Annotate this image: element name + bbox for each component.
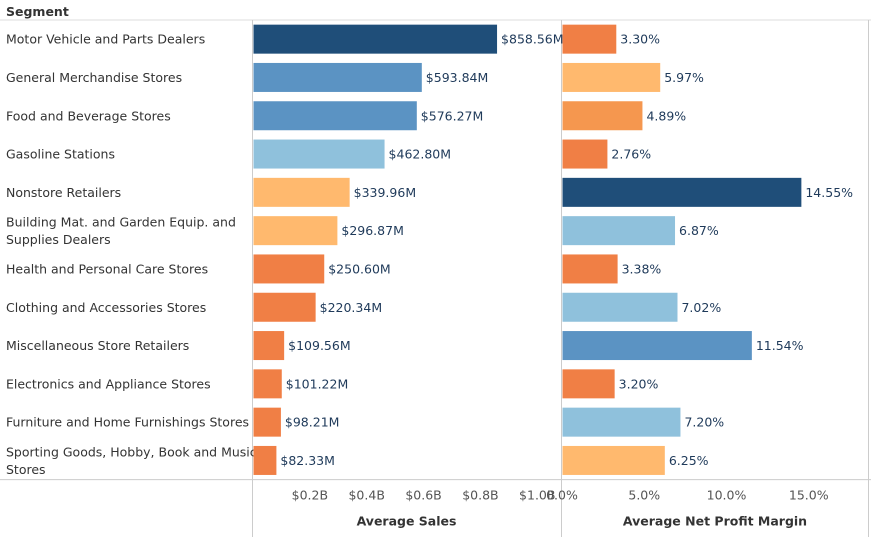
margin-value-label: 11.54% bbox=[756, 338, 804, 353]
sales-bar bbox=[253, 254, 325, 284]
margin-bar bbox=[562, 101, 643, 131]
segment-header: Segment bbox=[6, 4, 69, 19]
sales-value-label: $576.27M bbox=[421, 108, 483, 123]
sales-bar bbox=[253, 101, 417, 131]
margin-bar bbox=[562, 139, 608, 169]
segment-label: Building Mat. and Garden Equip. and Suppl… bbox=[6, 215, 236, 248]
tick-label: $0.4B bbox=[348, 488, 384, 503]
margin-bar bbox=[562, 254, 618, 284]
segment-label: Clothing and Accessories Stores bbox=[6, 300, 206, 315]
sales-value-label: $101.22M bbox=[286, 376, 348, 391]
sales-bar bbox=[253, 445, 277, 475]
sales-value-label: $593.84M bbox=[426, 70, 488, 85]
sales-bar bbox=[253, 177, 350, 207]
segment-label: Gasoline Stations bbox=[6, 147, 115, 162]
sales-value-label: $98.21M bbox=[285, 415, 340, 430]
segment-label: Health and Personal Care Stores bbox=[6, 261, 208, 276]
tick-label: 0.0% bbox=[546, 488, 578, 503]
margin-bar bbox=[562, 331, 752, 361]
sales-bar bbox=[253, 407, 281, 437]
segment-label: Nonstore Retailers bbox=[6, 185, 121, 200]
margin-bar bbox=[562, 24, 617, 54]
sales-bar bbox=[253, 216, 338, 246]
axis-title: Average Sales bbox=[357, 514, 457, 529]
margin-value-label: 3.20% bbox=[619, 376, 659, 391]
margin-bar bbox=[562, 62, 661, 92]
margin-value-label: 14.55% bbox=[805, 185, 853, 200]
margin-bar bbox=[562, 216, 676, 246]
sales-bar bbox=[253, 369, 282, 399]
sales-bar bbox=[253, 62, 422, 92]
margin-panel: 3.30% 5.97% 4.89% 2.76% 14.55% 6.87% 3.38% 7.02… bbox=[562, 24, 853, 475]
margin-bar bbox=[562, 292, 678, 322]
tick-label: 10.0% bbox=[707, 488, 747, 503]
sales-value-label: $296.87M bbox=[341, 223, 403, 238]
tick-label: $0.6B bbox=[405, 488, 441, 503]
segment-labels: Motor Vehicle and Parts Dealers General M… bbox=[6, 32, 257, 477]
sales-value-label: $462.80M bbox=[389, 147, 451, 162]
margin-value-label: 3.38% bbox=[622, 261, 662, 276]
sales-value-label: $339.96M bbox=[354, 185, 416, 200]
sales-value-label: $109.56M bbox=[288, 338, 350, 353]
margin-bar bbox=[562, 369, 615, 399]
tick-label: $0.8B bbox=[462, 488, 498, 503]
tick-label: $1.0B bbox=[519, 488, 555, 503]
segment-label: Electronics and Appliance Stores bbox=[6, 376, 211, 391]
segment-label: Miscellaneous Store Retailers bbox=[6, 338, 189, 353]
margin-value-label: 3.30% bbox=[620, 32, 660, 47]
sales-panel: $858.56M $593.84M $576.27M $462.80M $339.96M… bbox=[253, 24, 564, 475]
sales-bar bbox=[253, 331, 285, 361]
sales-value-label: $82.33M bbox=[280, 453, 335, 468]
tick-label: 5.0% bbox=[628, 488, 660, 503]
axes: $0.2B $0.4B $0.6B $0.8B $1.0B Average Sales 0.… bbox=[292, 488, 829, 529]
margin-value-label: 5.97% bbox=[664, 70, 704, 85]
segment-label: General Merchandise Stores bbox=[6, 70, 182, 85]
sales-bar bbox=[253, 139, 385, 169]
margin-bar bbox=[562, 177, 802, 207]
margin-value-label: 4.89% bbox=[646, 108, 686, 123]
sales-bar bbox=[253, 292, 316, 322]
grid-lines bbox=[0, 19, 871, 537]
sales-value-label: $858.56M bbox=[501, 32, 563, 47]
tick-label: 15.0% bbox=[789, 488, 829, 503]
margin-value-label: 2.76% bbox=[611, 147, 651, 162]
margin-bar bbox=[562, 445, 665, 475]
sales-value-label: $250.60M bbox=[328, 261, 390, 276]
segment-label: Food and Beverage Stores bbox=[6, 108, 171, 123]
margin-value-label: 6.87% bbox=[679, 223, 719, 238]
tick-label: $0.2B bbox=[292, 488, 328, 503]
sales-bar bbox=[253, 24, 498, 54]
segment-label: Furniture and Home Furnishings Stores bbox=[6, 415, 249, 430]
segment-label: Sporting Goods, Hobby, Book and Music Sto… bbox=[6, 444, 257, 477]
margin-value-label: 6.25% bbox=[669, 453, 709, 468]
segment-label: Motor Vehicle and Parts Dealers bbox=[6, 32, 205, 47]
margin-value-label: 7.20% bbox=[684, 415, 724, 430]
sales-value-label: $220.34M bbox=[320, 300, 382, 315]
margin-bar bbox=[562, 407, 681, 437]
axis-title: Average Net Profit Margin bbox=[623, 514, 807, 529]
margin-value-label: 7.02% bbox=[681, 300, 721, 315]
